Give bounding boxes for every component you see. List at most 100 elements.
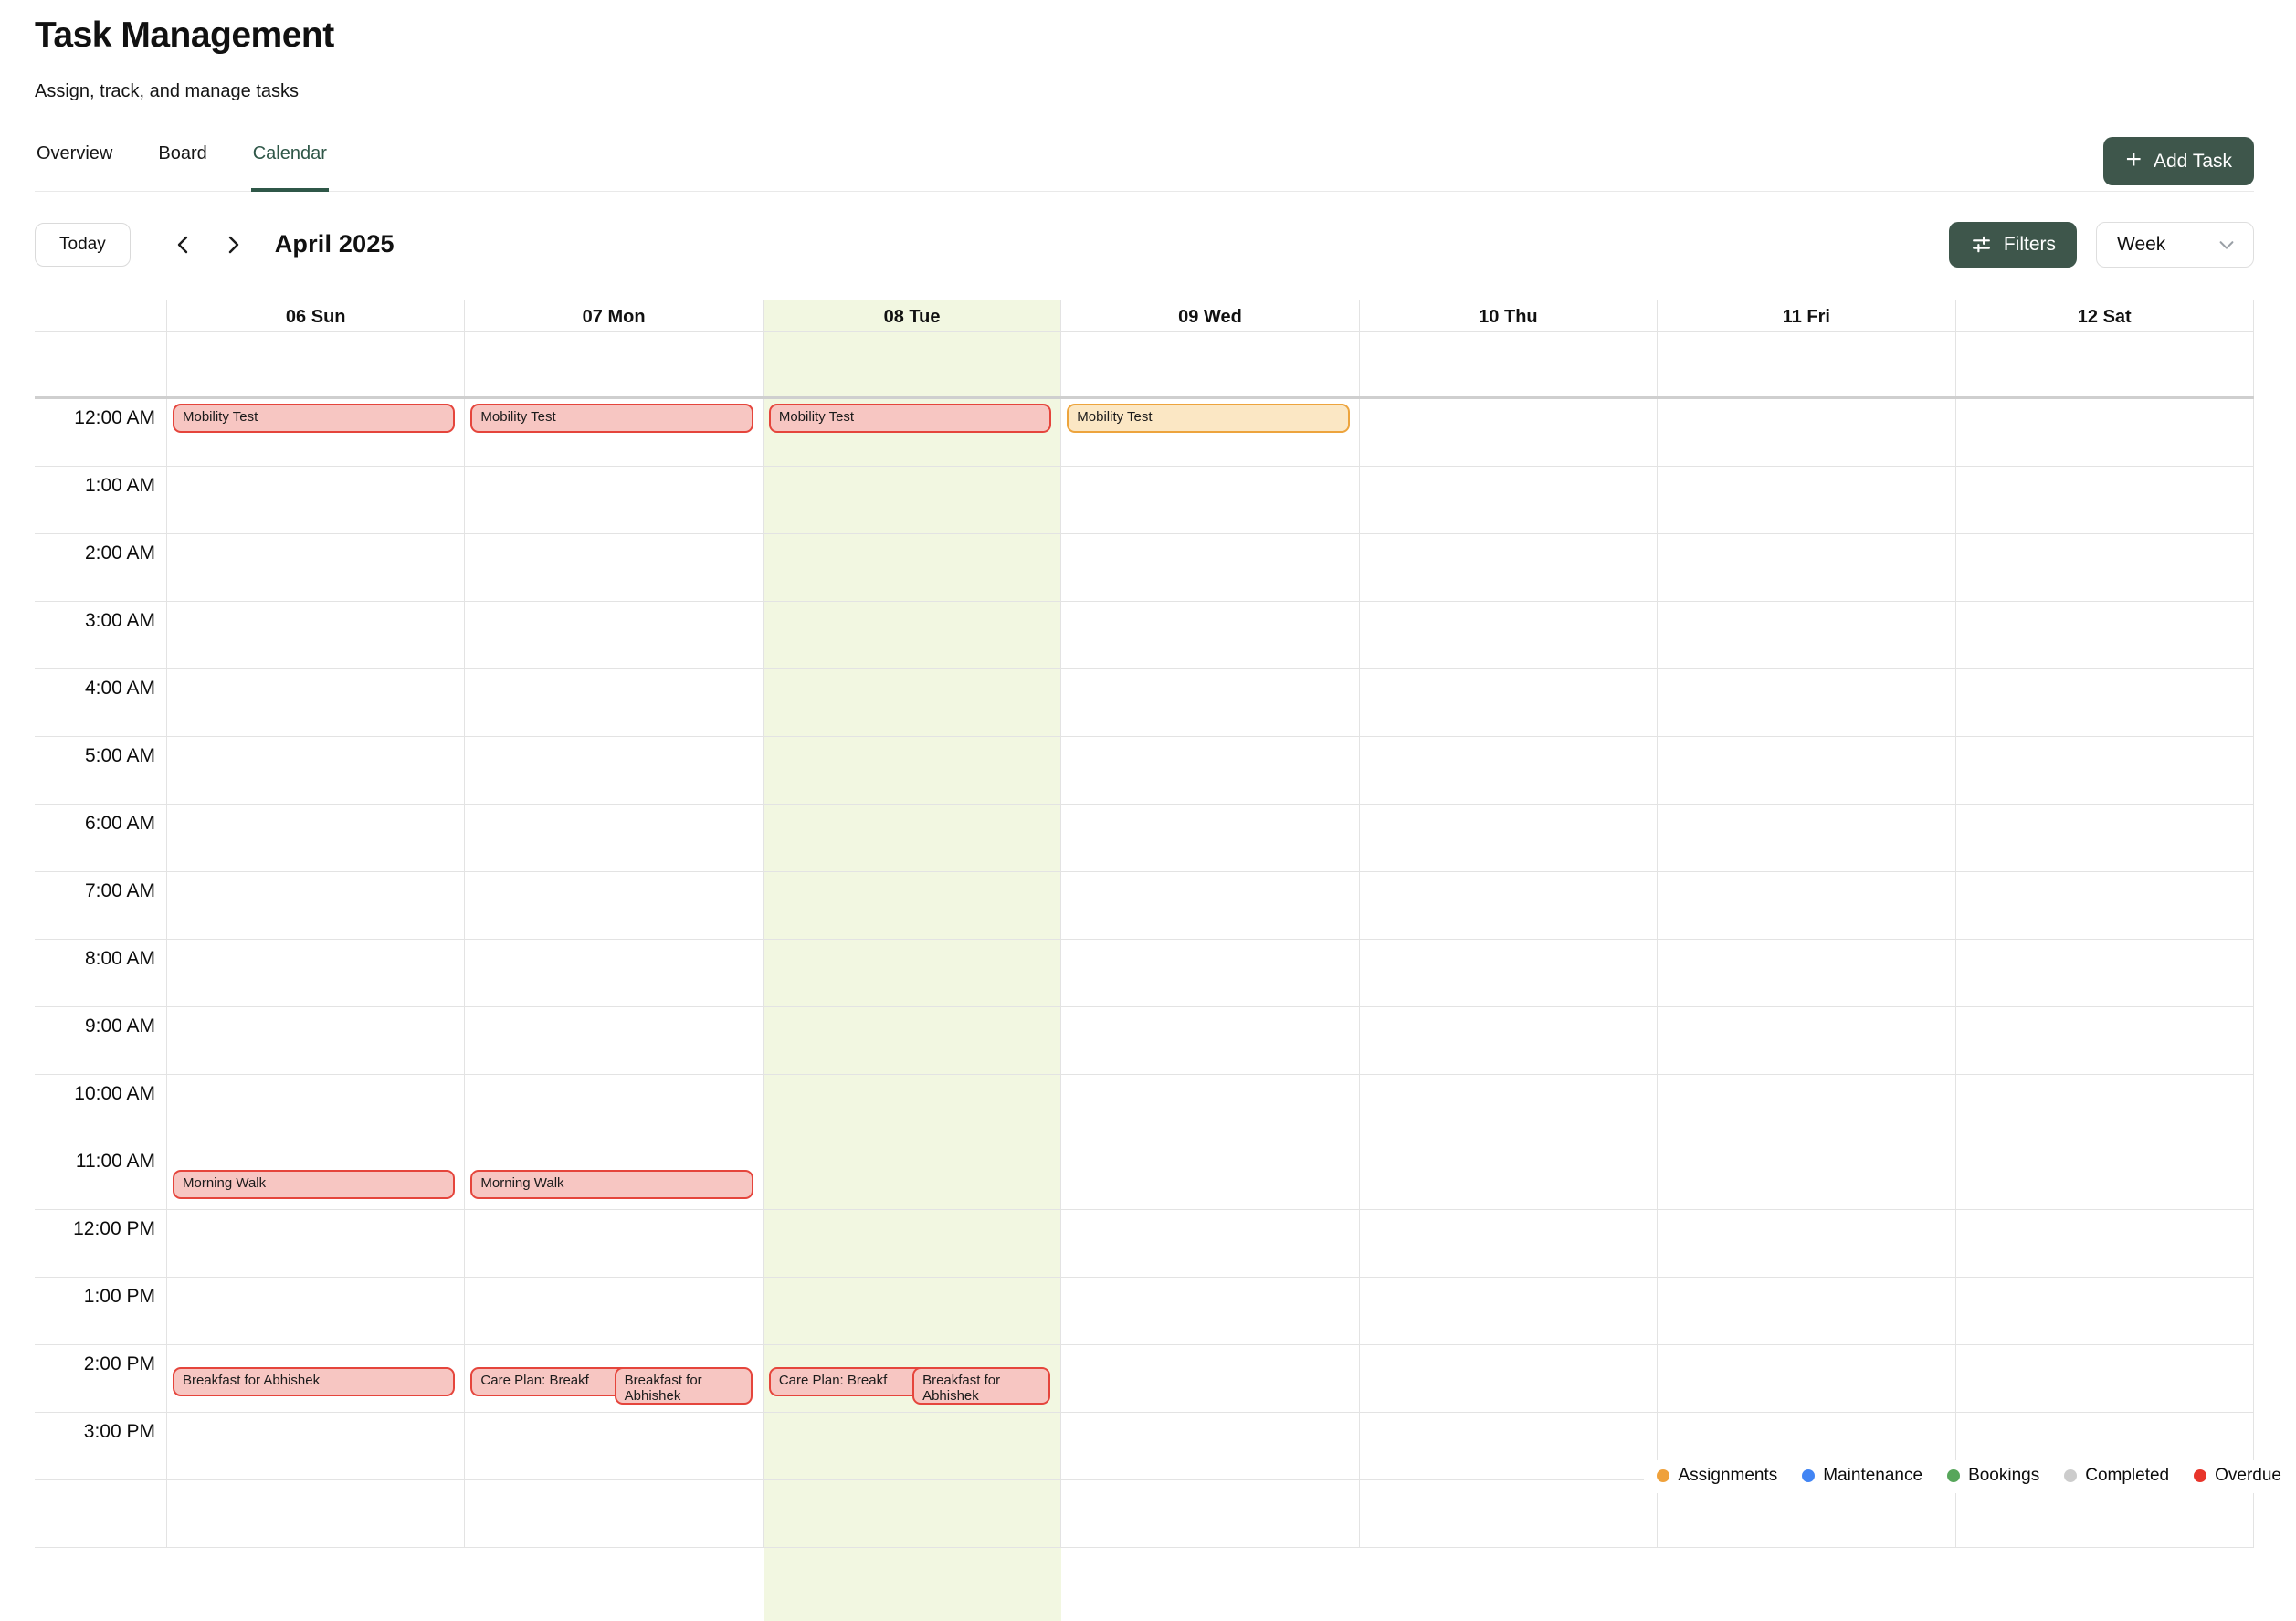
event-chip[interactable]: Breakfast for Abhishek [614,1366,753,1405]
time-slot[interactable] [465,399,764,466]
time-slot[interactable] [764,872,1062,939]
time-slot[interactable] [167,602,466,668]
time-slot[interactable] [1956,534,2254,601]
time-slot[interactable] [167,805,466,871]
time-slot[interactable] [1360,1210,1659,1277]
time-slot[interactable] [167,1413,466,1479]
time-slot[interactable] [167,872,466,939]
time-slot[interactable] [465,1278,764,1344]
time-slot[interactable] [167,1007,466,1074]
time-slot[interactable] [1061,467,1360,533]
time-slot[interactable] [1956,872,2254,939]
view-mode-select[interactable]: Week [2096,221,2254,268]
time-slot[interactable] [1658,1413,1956,1479]
time-slot[interactable] [465,1142,764,1209]
time-slot[interactable] [1956,1210,2254,1277]
time-slot[interactable] [465,1345,764,1412]
time-slot[interactable] [465,1075,764,1142]
time-slot[interactable] [764,1345,1062,1412]
time-slot[interactable] [167,669,466,736]
time-slot[interactable] [1061,805,1360,871]
time-slot[interactable] [1956,399,2254,466]
time-slot[interactable] [1360,399,1659,466]
time-slot[interactable] [764,534,1062,601]
time-slot[interactable] [1360,1142,1659,1209]
time-slot[interactable] [1956,1075,2254,1142]
time-slot[interactable] [1956,1345,2254,1412]
tab-calendar[interactable]: Calendar [250,142,329,192]
time-slot[interactable] [1061,1278,1360,1344]
allday-slot-2[interactable] [764,332,1062,396]
time-slot[interactable] [465,1007,764,1074]
today-button[interactable]: Today [35,222,131,267]
time-slot[interactable] [465,602,764,668]
time-slot[interactable] [764,1210,1062,1277]
time-slot[interactable] [1658,1142,1956,1209]
time-slot[interactable] [1061,534,1360,601]
time-slot[interactable] [764,1075,1062,1142]
time-slot[interactable] [1360,1075,1659,1142]
event-chip[interactable]: Mobility Test [768,404,1052,433]
event-chip[interactable]: Mobility Test [470,404,753,433]
time-slot[interactable] [1061,737,1360,804]
event-chip[interactable]: Morning Walk [470,1169,753,1199]
time-slot[interactable] [1658,940,1956,1006]
time-slot[interactable] [1061,1075,1360,1142]
time-slot[interactable] [1658,1210,1956,1277]
time-slot[interactable] [764,805,1062,871]
time-slot[interactable] [1061,1142,1360,1209]
time-slot[interactable] [1061,1345,1360,1412]
time-slot[interactable] [1956,1413,2254,1479]
time-slot[interactable] [1658,467,1956,533]
time-slot[interactable] [1956,1278,2254,1344]
event-chip[interactable]: Mobility Test [173,404,456,433]
time-slot[interactable] [1360,669,1659,736]
time-slot[interactable] [1061,872,1360,939]
time-slot[interactable] [764,399,1062,466]
time-slot[interactable] [1956,940,2254,1006]
tab-board[interactable]: Board [158,143,207,163]
time-slot[interactable] [1360,940,1659,1006]
time-slot[interactable] [1360,1345,1659,1412]
time-slot[interactable] [764,602,1062,668]
time-slot[interactable] [764,940,1062,1006]
time-slot[interactable] [1956,805,2254,871]
time-slot[interactable] [1360,467,1659,533]
time-slot[interactable] [1658,737,1956,804]
time-slot[interactable] [465,940,764,1006]
time-slot[interactable] [1360,1278,1659,1344]
time-slot[interactable] [1956,1007,2254,1074]
time-slot[interactable] [465,1413,764,1479]
time-slot[interactable] [1061,1210,1360,1277]
time-slot[interactable] [167,399,466,466]
time-slot[interactable] [167,534,466,601]
tab-overview[interactable]: Overview [37,143,113,163]
time-slot[interactable] [764,1007,1062,1074]
time-slot[interactable] [1658,1075,1956,1142]
time-slot[interactable] [764,1278,1062,1344]
event-chip[interactable]: Breakfast for Abhishek [912,1366,1051,1405]
allday-slot-5[interactable] [1658,332,1956,396]
time-slot[interactable] [764,737,1062,804]
time-slot[interactable] [1658,872,1956,939]
time-slot[interactable] [167,737,466,804]
time-slot[interactable] [167,1345,466,1412]
time-slot[interactable] [167,1278,466,1344]
event-chip[interactable]: Care Plan: Breakf [768,1366,931,1396]
allday-slot-4[interactable] [1360,332,1659,396]
time-slot[interactable] [167,1142,466,1209]
time-slot[interactable] [1956,1142,2254,1209]
time-slot[interactable] [167,467,466,533]
time-slot[interactable] [1658,1278,1956,1344]
time-slot[interactable] [1360,805,1659,871]
time-slot[interactable] [1658,1007,1956,1074]
time-slot[interactable] [1360,737,1659,804]
time-slot[interactable] [1360,602,1659,668]
time-slot[interactable] [1658,1345,1956,1412]
time-slot[interactable] [167,1210,466,1277]
time-slot[interactable] [1956,669,2254,736]
time-slot[interactable] [1061,669,1360,736]
time-slot[interactable] [1360,1007,1659,1074]
time-slot[interactable] [465,534,764,601]
time-slot[interactable] [1061,399,1360,466]
